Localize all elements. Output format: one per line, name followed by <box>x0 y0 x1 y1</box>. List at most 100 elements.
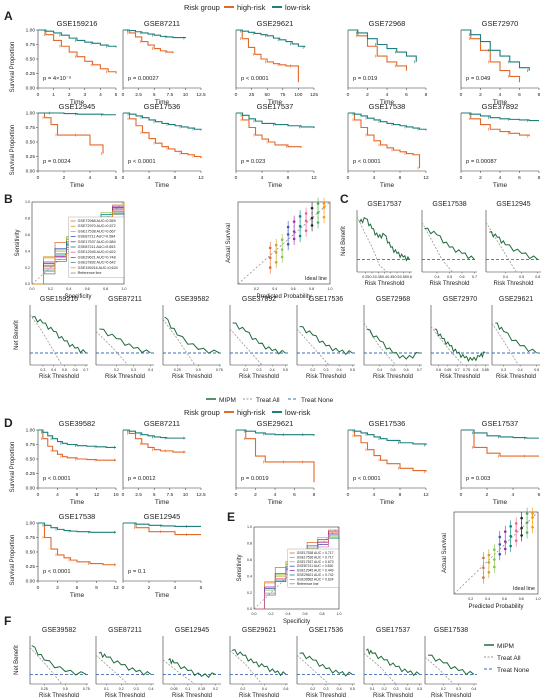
km-curve-high-risk <box>38 29 117 74</box>
treat-all-line <box>491 322 519 366</box>
x-tick-label: 12.5 <box>196 492 206 498</box>
plot-title: GSE17538 <box>432 201 466 208</box>
legend-label-high: high-risk <box>237 408 266 417</box>
x-tick-label: 0.6 <box>283 687 288 691</box>
x-tick-label: 0 <box>37 92 40 98</box>
treat-all-line <box>95 331 129 366</box>
km-plot: GSE37892 0 2 4 6 8 Time p = 0.00087 <box>460 102 541 189</box>
mipm-curve <box>31 645 87 676</box>
legend-label-mipm: MIPM <box>219 397 236 404</box>
legend-title: Risk group <box>184 408 220 417</box>
x-tick-label: 0.2 <box>119 687 124 691</box>
panel-label-a: A <box>4 9 13 23</box>
x-tick-label: 5 <box>153 92 156 98</box>
y-tick-label: 0.4 <box>247 574 252 578</box>
x-axis-label: Time <box>155 182 170 189</box>
ideal-line <box>453 511 539 595</box>
x-tick-label: 12 <box>311 175 317 181</box>
risk-group-legend-top: Risk group high-risk low-risk <box>184 3 311 12</box>
x-axis-label: Risk Threshold <box>306 374 346 380</box>
calibration-plot: Ideal line 0.2 0.4 0.6 0.8 1.0 Predicted Proba… <box>226 197 333 300</box>
km-plot: GSE72968 0 2 4 6 8 Time p = 0.019 <box>347 19 428 106</box>
dca-plot: GSE37892 0.2 0.3 0.4 0.5 Risk Threshold <box>229 296 288 380</box>
calibration-point <box>316 202 320 205</box>
calibration-point <box>520 526 523 530</box>
plot-title: GSE17536 <box>369 419 406 428</box>
x-axis-label: Risk Threshold <box>105 374 145 380</box>
legend-label-treat-none: Treat None <box>497 667 530 674</box>
x-tick-label: 12 <box>423 175 429 181</box>
roc-legend-entry: GSE39582 AUC = 0.624 <box>297 577 334 581</box>
legend-title: Risk group <box>184 3 220 12</box>
p-value: p = 4×10⁻⁶ <box>43 75 72 82</box>
calibration-point <box>286 242 290 246</box>
dca-plot: GSE72968 0.4 0.5 0.6 0.7 Risk Threshold <box>363 296 422 380</box>
y-axis-label: Actual Survival <box>442 533 448 573</box>
treat-all-line <box>363 322 397 366</box>
plot-title: GSE17536 <box>309 627 343 634</box>
x-tick-label: 0 <box>122 92 125 98</box>
x-axis-label: Specificity <box>283 619 310 625</box>
dca-plot: GSE39582 0.25 0.5 0.75 Risk Threshold Net Ben… <box>14 627 90 698</box>
y-tick-label: 0.25 <box>26 154 36 160</box>
x-tick-label: 0.45 <box>387 275 394 279</box>
y-axis-label: Sensitivity <box>237 554 243 581</box>
roc-legend-box <box>68 216 125 278</box>
plot-title: GSE72968 <box>369 19 406 28</box>
calibration-point <box>525 512 529 515</box>
treat-all-line <box>229 650 263 685</box>
y-axis-label: Survival Proportion <box>10 42 16 93</box>
plot-title: GSE39582 <box>59 419 96 428</box>
km-plot: GSE17536 0 4 8 12 Time p < 0.0001 <box>122 102 204 189</box>
x-tick-label: 0.65 <box>444 368 451 372</box>
x-axis-label: Risk Threshold <box>39 693 79 698</box>
km-plot: GSE17537 0 4 8 12 Time p = 0.023 <box>235 102 317 189</box>
p-value: p = 0.023 <box>241 159 265 165</box>
km-plot: GSE12945 0 2 4 6 Time p = 0.1 <box>122 512 203 599</box>
calibration-point <box>498 535 502 539</box>
x-tick-label: 0.35 <box>375 275 382 279</box>
x-axis-label: Risk Threshold <box>239 374 279 380</box>
x-tick-label: 4 <box>148 175 151 181</box>
km-plot: GSE87211 0 2.5 5 7.5 10 12.5 Time p = 0.0012 <box>122 419 206 506</box>
x-tick-label: 0 <box>460 492 463 498</box>
x-tick-label: 50 <box>265 92 271 98</box>
calibration-point <box>316 211 320 214</box>
roc-legend-entry: GSE87211 AUC=0.653 <box>78 245 116 249</box>
x-tick-label: 0.4 <box>377 368 382 372</box>
x-tick-label: 6 <box>293 492 296 498</box>
calibration-point <box>316 221 320 224</box>
y-tick-label: 0.4 <box>25 249 30 253</box>
x-axis-label: Predicted Probability <box>256 294 311 300</box>
x-tick-label: 0.6 <box>535 275 540 279</box>
x-tick-label: 0.1 <box>370 687 375 691</box>
calibration-point <box>498 552 502 556</box>
plot-title: GSE17536 <box>309 296 343 303</box>
x-tick-label: 0.3 <box>40 368 45 372</box>
x-tick-label: 1 <box>52 92 55 98</box>
dca-plot: GSE39582 0.25 0.5 0.75 Risk Threshold <box>162 296 223 380</box>
x-tick-label: 2 <box>68 92 71 98</box>
x-tick-label: 0 <box>235 492 238 498</box>
x-tick-label: 6 <box>518 175 521 181</box>
y-tick-label: 0.75 <box>26 125 36 131</box>
x-tick-label: 6 <box>518 92 521 98</box>
dca-plot: GSE17537 0.25 0.3 0.35 0.4 0.45 0.5 0.55 0.6Risk… <box>341 201 412 287</box>
y-axis-label: Survival Proportion <box>10 442 16 493</box>
x-tick-label: 0.5 <box>62 368 67 372</box>
plot-title: GSE29621 <box>242 627 276 634</box>
roc-legend-entry: Reference line <box>78 271 102 275</box>
calibration-point <box>298 215 302 218</box>
x-tick-label: 0.85 <box>482 368 489 372</box>
km-curve-high-risk <box>123 29 174 54</box>
plot-title: GSE17538 <box>59 512 96 521</box>
y-axis-label: Actual Survival <box>226 223 232 263</box>
x-axis-label: Time <box>380 499 395 506</box>
x-tick-label: 8 <box>538 175 541 181</box>
x-axis-label: Time <box>268 99 283 106</box>
roc-legend-entry: GSE12945 AUC = 0.449 <box>297 569 334 573</box>
x-tick-label: 5 <box>115 92 118 98</box>
